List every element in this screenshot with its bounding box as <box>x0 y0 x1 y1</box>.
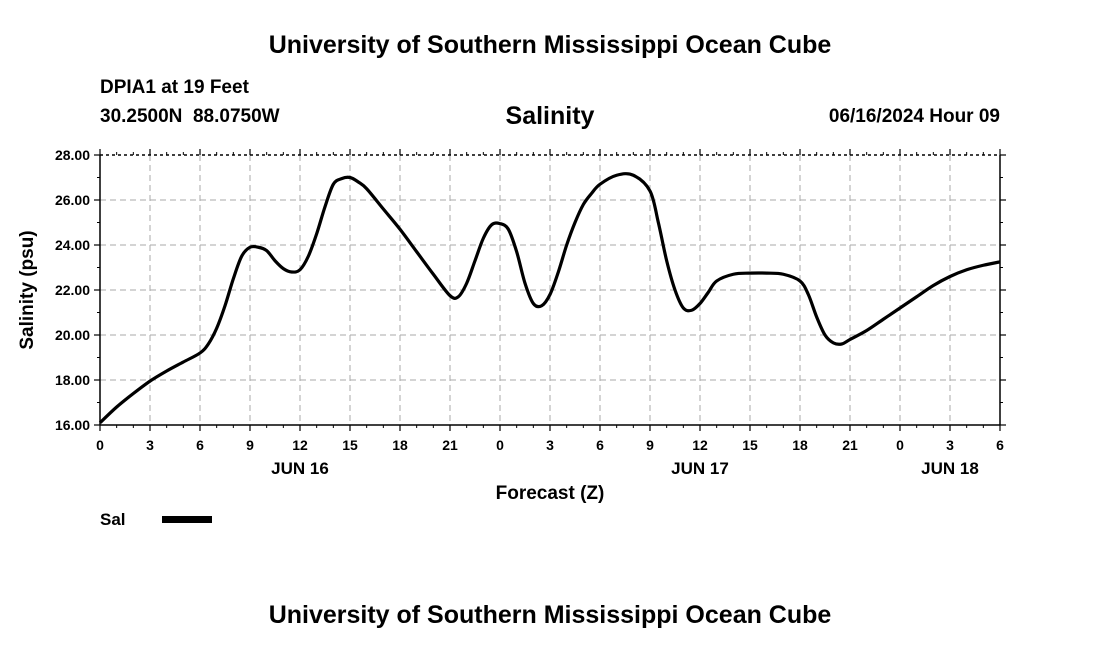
series-lines <box>98 172 1001 424</box>
x-tick-label: 18 <box>392 437 408 453</box>
y-tick-label: 24.00 <box>55 237 90 253</box>
x-tick-label: 9 <box>646 437 654 453</box>
x-tick-label: 0 <box>896 437 904 453</box>
x-tick-label: 3 <box>946 437 954 453</box>
y-tick-label: 28.00 <box>55 147 90 163</box>
date-label: JUN 17 <box>671 459 729 478</box>
x-tick-label: 9 <box>246 437 254 453</box>
chart-title: Salinity <box>505 102 595 130</box>
y-tick-label: 18.00 <box>55 372 90 388</box>
x-tick-label: 0 <box>96 437 104 453</box>
legend-label: Sal <box>100 510 126 529</box>
y-axis-label: Salinity (psu) <box>17 230 38 350</box>
y-tick-label: 22.00 <box>55 282 90 298</box>
x-axis-label: Forecast (Z) <box>495 483 605 504</box>
y-tick-label: 16.00 <box>55 417 90 433</box>
y-tick-label: 20.00 <box>55 327 90 343</box>
legend-line-swatch <box>162 516 212 523</box>
x-tick-label: 21 <box>442 437 458 453</box>
station-coordinates: 30.2500N 88.0750W <box>100 106 280 127</box>
x-tick-label: 6 <box>196 437 204 453</box>
x-tick-label: 3 <box>546 437 554 453</box>
tick-labels: 0 3 6 9 12 15 18 21 0 3 6 9 12 15 18 21 0 3 6 16.00 18.00 20.… <box>55 147 1004 478</box>
forecast-timestamp: 06/16/2024 Hour 09 <box>828 106 1000 127</box>
date-label: JUN 16 <box>271 459 329 478</box>
x-tick-label: 12 <box>692 437 708 453</box>
x-tick-label: 6 <box>996 437 1004 453</box>
y-tick-label: 26.00 <box>55 192 90 208</box>
x-tick-label: 3 <box>146 437 154 453</box>
x-tick-label: 6 <box>596 437 604 453</box>
x-tick-label: 21 <box>842 437 858 453</box>
series-line-sal <box>98 172 1001 424</box>
ticks <box>94 149 1006 431</box>
x-tick-label: 18 <box>792 437 808 453</box>
footer-title: University of Southern Mississippi Ocean… <box>268 601 832 629</box>
station-name: DPIA1 at 19 Feet <box>100 77 249 98</box>
page-title: University of Southern Mississippi Ocean… <box>268 31 832 59</box>
x-tick-label: 12 <box>292 437 308 453</box>
grid-lines <box>100 155 1000 425</box>
date-label: JUN 18 <box>921 459 979 478</box>
x-tick-label: 15 <box>342 437 358 453</box>
x-tick-label: 0 <box>496 437 504 453</box>
x-tick-label: 15 <box>742 437 758 453</box>
